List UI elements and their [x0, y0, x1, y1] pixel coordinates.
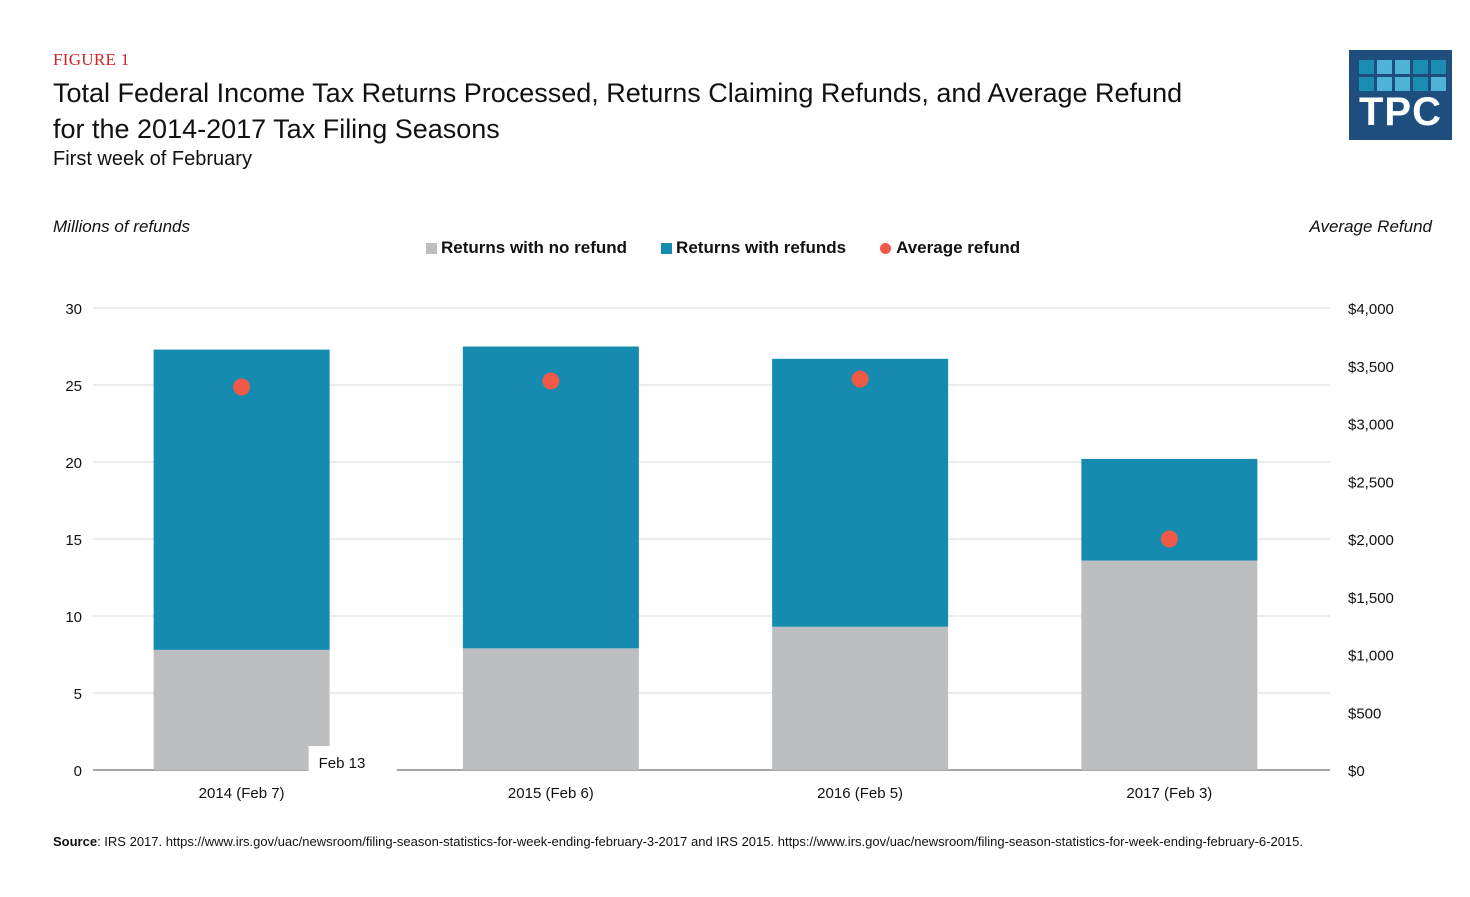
y-tick-label: 30	[65, 301, 82, 318]
legend-label-refunds: Returns with refunds	[676, 238, 847, 257]
logo-tile	[1377, 77, 1392, 91]
y-tick-label: 25	[65, 378, 82, 395]
bar-refunds	[772, 358, 949, 627]
average-refund-point	[542, 372, 560, 390]
logo-tile	[1413, 77, 1428, 91]
y-tick-label: 20	[65, 455, 82, 472]
y-tick-label: 15	[65, 532, 82, 549]
source-note: Source: IRS 2017. https://www.irs.gov/ua…	[53, 832, 1433, 851]
logo-tile	[1359, 60, 1374, 74]
y2-tick-label: $1,000	[1348, 648, 1394, 665]
logo-text: TPC	[1359, 90, 1442, 134]
logo-tile	[1431, 77, 1446, 91]
legend-label-average-refund: Average refund	[896, 238, 1021, 257]
y2-tick-label: $2,500	[1348, 474, 1394, 491]
y2-tick-label: $500	[1348, 705, 1381, 722]
legend-item-average-refund: Average refund	[880, 238, 1020, 258]
y-tick-label: 10	[65, 609, 82, 626]
right-axis-title: Average Refund	[1309, 217, 1432, 236]
source-label: Source	[53, 834, 98, 849]
x-tick-label: 2014 (Feb 7)	[199, 785, 285, 802]
logo-tile	[1395, 77, 1410, 91]
x-tick-label: 2016 (Feb 5)	[817, 785, 903, 802]
logo-tile	[1377, 60, 1392, 74]
annotation-label: Feb 13	[319, 755, 366, 772]
bar-refunds	[462, 346, 639, 649]
left-axis-title: Millions of refunds	[53, 217, 191, 236]
y2-tick-label: $4,000	[1348, 301, 1394, 318]
y2-tick-label: $3,500	[1348, 359, 1394, 376]
y2-tick-label: $1,500	[1348, 590, 1394, 607]
tpc-logo: TPC	[1349, 50, 1452, 140]
legend-item-no-refund: Returns with no refund	[426, 238, 627, 258]
legend-swatch-no-refund	[426, 242, 437, 254]
source-text: : IRS 2017. https://www.irs.gov/uac/news…	[97, 834, 1303, 849]
legend: Returns with no refund Returns with refu…	[426, 238, 1054, 258]
y-tick-label: 5	[74, 686, 82, 703]
logo-tile	[1359, 77, 1374, 91]
legend-swatch-refunds	[661, 242, 673, 254]
x-tick-label: 2017 (Feb 3)	[1126, 785, 1212, 802]
y2-tick-label: $0	[1348, 763, 1365, 780]
logo-tile	[1395, 60, 1410, 74]
bar-no-refund	[153, 649, 330, 770]
bar-no-refund	[772, 626, 949, 770]
average-refund-point	[233, 378, 251, 396]
legend-label-no-refund: Returns with no refund	[441, 238, 628, 257]
chart-title: Total Federal Income Tax Returns Process…	[53, 75, 1253, 147]
bar-no-refund	[1081, 560, 1258, 770]
chart-title-line-2: for the 2014-2017 Tax Filing Seasons	[53, 114, 500, 144]
logo-tile	[1413, 60, 1428, 74]
legend-item-refunds: Returns with refunds	[661, 238, 846, 258]
annotation-background	[308, 746, 397, 776]
logo-tile-grid	[1359, 60, 1446, 91]
logo-tile	[1431, 60, 1446, 74]
figure-label: FIGURE 1	[53, 50, 130, 69]
bar-no-refund	[462, 648, 639, 770]
y-tick-label: 0	[74, 763, 82, 780]
y2-tick-label: $3,000	[1348, 417, 1394, 434]
y2-tick-label: $2,000	[1348, 532, 1394, 549]
average-refund-point	[1160, 530, 1178, 548]
chart-subtitle: First week of February	[53, 148, 252, 170]
chart-title-line-1: Total Federal Income Tax Returns Process…	[53, 78, 1183, 108]
x-tick-label: 2015 (Feb 6)	[508, 785, 594, 802]
legend-marker-average-refund	[880, 242, 892, 254]
bar-refunds	[153, 349, 330, 650]
average-refund-point	[851, 370, 869, 388]
